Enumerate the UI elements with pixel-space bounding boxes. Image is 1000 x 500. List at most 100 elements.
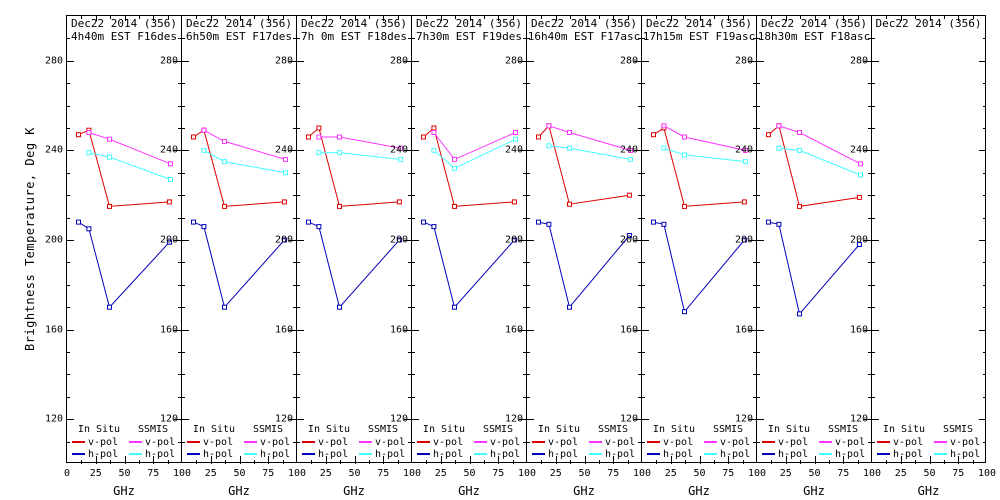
x-tick-label: 100: [747, 468, 767, 479]
axis-tick: [340, 460, 341, 464]
axis-tick: [408, 397, 411, 398]
axis-tick: [254, 16, 255, 19]
axis-tick: [67, 374, 70, 375]
data-point-marker: [858, 161, 863, 167]
axis-tick: [983, 106, 986, 107]
axis-tick: [749, 240, 756, 241]
axis-tick: [67, 150, 74, 151]
y-tick-label: 160: [44, 324, 63, 336]
series-in-situ-h-pol: [308, 221, 400, 309]
data-point-marker: [396, 199, 402, 205]
chart-panel: Dec22 2014 (356) 6h50m EST F17des 120 160 20…: [160, 15, 306, 498]
axis-tick: [426, 16, 427, 19]
axis-tick: [293, 106, 296, 107]
x-tick-label: 75: [722, 468, 735, 479]
axis-tick: [983, 83, 986, 84]
axis-tick: [800, 460, 801, 464]
axis-tick: [519, 61, 526, 62]
axis-tick: [642, 240, 649, 241]
axis-tick: [523, 374, 526, 375]
series-in-situ-v-pol: [423, 127, 515, 207]
data-point-marker: [797, 203, 802, 209]
legend-group-title: SSMIS: [597, 424, 629, 435]
panel-title-line2: 4h40m EST F16des: [71, 30, 177, 43]
x-axis-label: GHz: [343, 484, 365, 498]
panel-title-line1: Dec22 2014 (356): [531, 17, 637, 30]
axis-tick: [642, 195, 645, 196]
y-tick-label: 240: [734, 144, 753, 156]
axis-tick: [714, 16, 715, 19]
axis-tick: [182, 285, 185, 286]
axis-tick: [293, 352, 296, 353]
axis-tick: [412, 61, 419, 62]
axis-tick: [868, 397, 871, 398]
axis-tick: [983, 218, 986, 219]
legend-line-swatch: [532, 453, 545, 455]
legend-series-label: v-pol: [260, 437, 291, 448]
legend-series-label: h-pol: [145, 449, 176, 460]
axis-tick: [408, 442, 411, 443]
axis-tick: [455, 460, 456, 464]
axis-tick: [523, 106, 526, 107]
axis-tick: [872, 262, 875, 263]
axis-tick: [297, 83, 300, 84]
axis-tick: [297, 240, 304, 241]
axis-tick: [404, 419, 411, 420]
legend-series-label: v-pol: [318, 437, 349, 448]
legend-series-label: v-pol: [490, 437, 521, 448]
axis-tick: [979, 419, 986, 420]
x-tick-label: 100: [632, 468, 652, 479]
x-tick-label: 100: [172, 468, 192, 479]
axis-tick: [182, 218, 185, 219]
panel-title-line1: Dec22 2014 (356): [646, 17, 752, 30]
axis-tick: [297, 173, 300, 174]
axis-tick: [973, 16, 974, 19]
axis-tick: [872, 106, 875, 107]
chart-panel: Dec22 2014 (356) 7h30m EST F19des 120 160 20…: [390, 15, 536, 498]
axis-tick: [527, 330, 534, 331]
axis-tick: [383, 456, 384, 464]
legend-series-label: h-pol: [203, 449, 234, 460]
data-point-marker: [337, 134, 342, 140]
data-point-marker: [743, 159, 748, 165]
data-point-marker: [661, 123, 667, 129]
axis-tick: [139, 16, 140, 19]
y-tick-label: 280: [734, 55, 753, 67]
legend-line-swatch: [244, 453, 257, 455]
axis-tick: [757, 128, 760, 129]
axis-tick: [786, 456, 787, 464]
data-point-marker: [452, 304, 457, 310]
data-point-marker: [396, 237, 402, 243]
axis-tick: [289, 150, 296, 151]
y-tick-label: 240: [849, 144, 868, 156]
axis-tick: [757, 150, 764, 151]
axis-tick: [872, 442, 875, 443]
axis-tick: [638, 128, 641, 129]
axis-tick: [297, 330, 304, 331]
axis-tick: [872, 128, 875, 129]
axis-tick: [983, 128, 986, 129]
axis-tick: [240, 16, 241, 21]
data-point-marker: [567, 304, 572, 310]
axis-tick: [211, 456, 212, 464]
axis-tick: [67, 173, 70, 174]
legend-series-label: v-pol: [375, 437, 406, 448]
x-axis-label: GHz: [573, 484, 595, 498]
axis-tick: [685, 16, 686, 19]
axis-tick: [527, 150, 534, 151]
axis-tick: [96, 456, 97, 464]
axis-tick: [886, 460, 887, 464]
legend-line-swatch: [589, 453, 602, 455]
axis-tick: [983, 195, 986, 196]
y-tick-label: 200: [389, 234, 408, 246]
axis-tick: [753, 83, 756, 84]
data-point-marker: [567, 145, 572, 151]
axis-tick: [599, 16, 600, 19]
axis-tick: [412, 307, 415, 308]
data-point-marker: [191, 219, 196, 225]
panel-title-line2: 17h15m EST F19asc: [642, 30, 756, 43]
axis-tick: [67, 352, 70, 353]
panel-title-line2: 7h 0m EST F18des: [301, 30, 407, 43]
legend-line-swatch: [647, 453, 660, 455]
axis-tick: [979, 330, 986, 331]
